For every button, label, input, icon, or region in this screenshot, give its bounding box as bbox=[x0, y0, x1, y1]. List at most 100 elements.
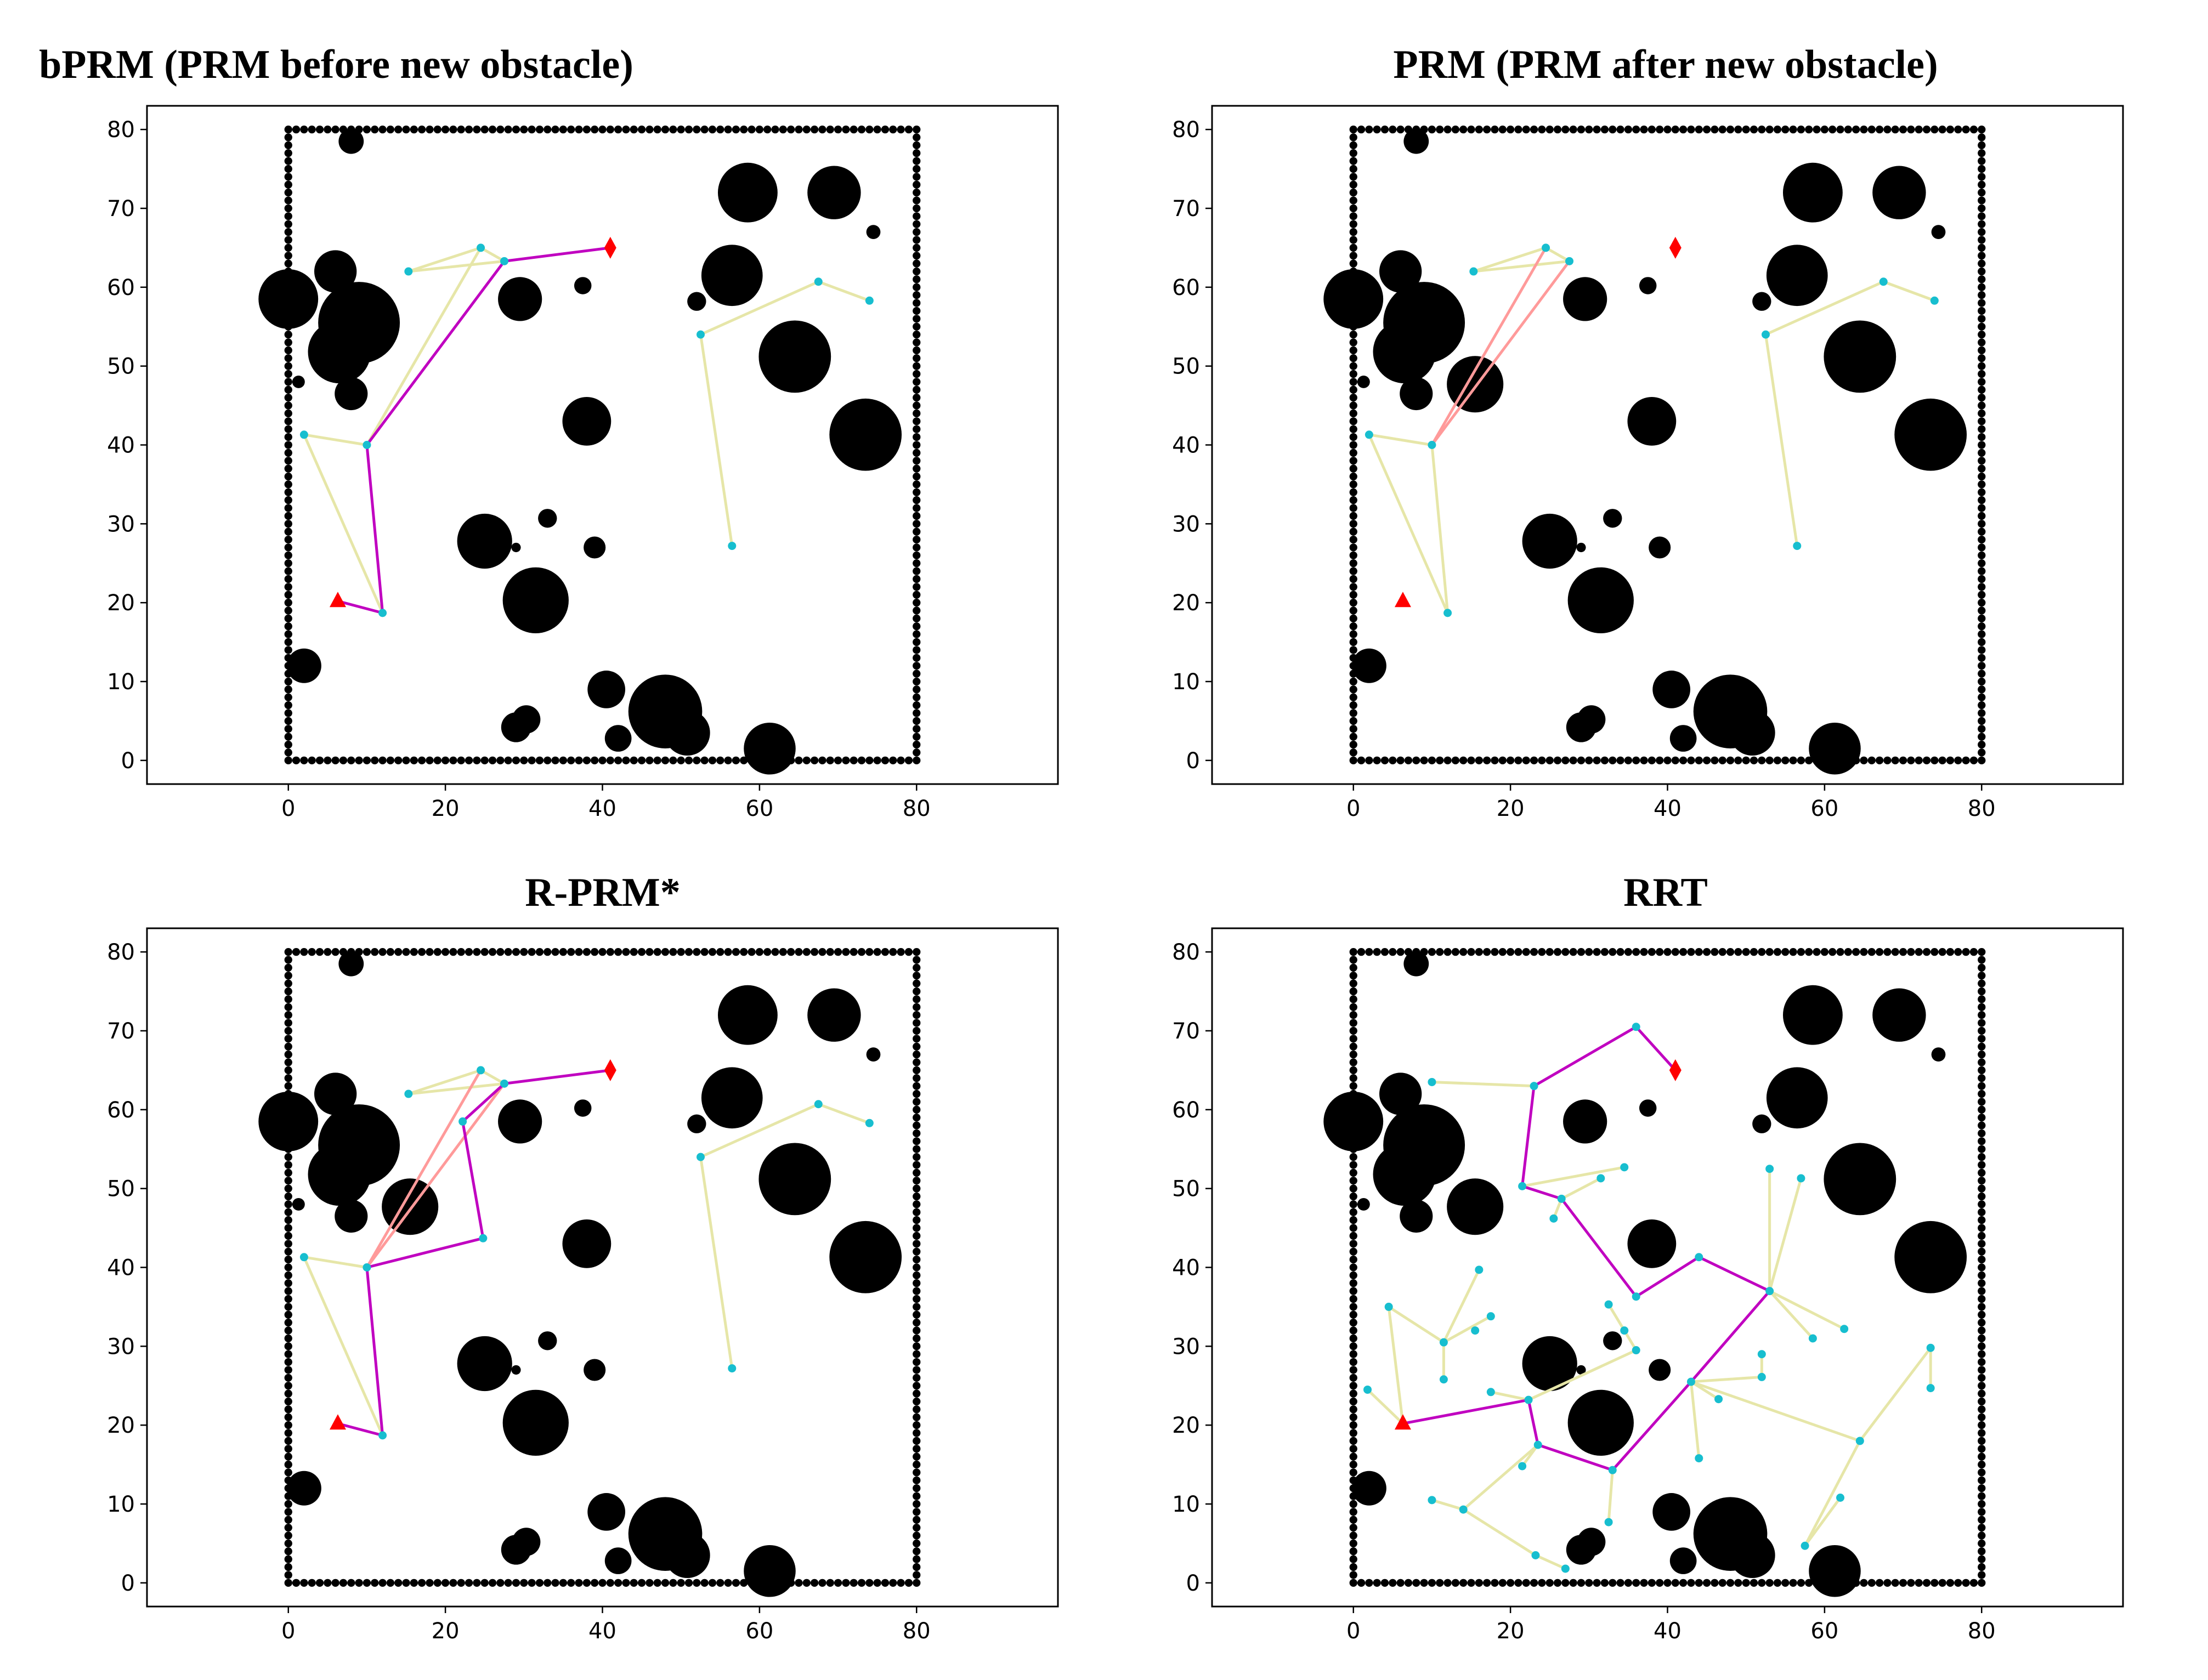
boundary-point bbox=[1443, 1579, 1452, 1587]
obstacle bbox=[1357, 1197, 1370, 1211]
boundary-point bbox=[598, 756, 607, 765]
obstacle bbox=[1567, 567, 1634, 633]
boundary-point bbox=[284, 1263, 292, 1272]
boundary-point bbox=[889, 1579, 897, 1587]
boundary-point bbox=[1436, 947, 1444, 956]
boundary-point bbox=[1349, 457, 1357, 465]
roadmap-edge bbox=[479, 246, 506, 263]
boundary-point bbox=[1805, 125, 1813, 134]
obstacle bbox=[338, 951, 364, 977]
roadmap-edge bbox=[699, 1155, 734, 1370]
boundary-point bbox=[433, 125, 441, 134]
boundary-point bbox=[606, 1579, 614, 1587]
boundary-point bbox=[284, 1421, 292, 1429]
boundary-point bbox=[1349, 425, 1357, 433]
boundary-point bbox=[1813, 125, 1821, 134]
boundary-point bbox=[520, 1579, 528, 1587]
boundary-point bbox=[543, 756, 552, 765]
boundary-point bbox=[504, 1579, 512, 1587]
obstacle bbox=[1729, 1532, 1775, 1579]
boundary-point bbox=[1349, 1263, 1357, 1272]
boundary-point bbox=[1844, 125, 1852, 134]
boundary-point bbox=[1978, 204, 1986, 213]
boundary-point bbox=[1538, 756, 1546, 765]
boundary-point bbox=[1978, 488, 1986, 496]
boundary-point bbox=[1671, 756, 1679, 765]
boundary-point bbox=[449, 125, 457, 134]
boundary-point bbox=[1349, 551, 1357, 560]
boundary-point bbox=[473, 947, 481, 956]
boundary-point bbox=[1978, 1287, 1986, 1295]
y-tick-label: 60 bbox=[107, 275, 135, 300]
boundary-point bbox=[1349, 228, 1357, 236]
boundary-point bbox=[1978, 346, 1986, 355]
boundary-point bbox=[1561, 1579, 1570, 1587]
boundary-point bbox=[1978, 409, 1986, 418]
boundary-point bbox=[913, 212, 921, 220]
boundary-point bbox=[284, 1208, 292, 1216]
boundary-point bbox=[913, 346, 921, 355]
boundary-point bbox=[1349, 1295, 1357, 1303]
boundary-point bbox=[1711, 125, 1719, 134]
boundary-point bbox=[1969, 125, 1978, 134]
roadmap-edge bbox=[1560, 1177, 1603, 1200]
boundary-point bbox=[1522, 756, 1530, 765]
boundary-point bbox=[850, 1579, 858, 1587]
roadmap-node bbox=[1557, 1194, 1566, 1203]
boundary-point bbox=[913, 433, 921, 441]
boundary-point bbox=[1349, 1445, 1357, 1453]
boundary-point bbox=[598, 125, 607, 134]
boundary-point bbox=[567, 947, 575, 956]
boundary-point bbox=[591, 1579, 599, 1587]
obstacle bbox=[807, 988, 861, 1042]
boundary-point bbox=[802, 125, 811, 134]
boundary-point bbox=[1349, 717, 1357, 725]
boundary-point bbox=[1978, 1445, 1986, 1453]
boundary-point bbox=[826, 1579, 834, 1587]
boundary-point bbox=[347, 1579, 355, 1587]
x-tick-label: 40 bbox=[1654, 1619, 1682, 1644]
boundary-point bbox=[284, 228, 292, 236]
boundary-point bbox=[1978, 1184, 1986, 1193]
boundary-point bbox=[802, 756, 811, 765]
roadmap-node bbox=[1926, 1384, 1935, 1393]
boundary-point bbox=[1781, 125, 1790, 134]
boundary-point bbox=[913, 512, 921, 520]
boundary-point bbox=[913, 480, 921, 489]
boundary-point bbox=[284, 1445, 292, 1453]
boundary-point bbox=[1978, 1255, 1986, 1264]
boundary-point bbox=[512, 756, 520, 765]
boundary-point bbox=[732, 756, 740, 765]
roadmap-node bbox=[1761, 330, 1770, 339]
boundary-point bbox=[904, 125, 913, 134]
boundary-point bbox=[897, 756, 905, 765]
boundary-point bbox=[1891, 1579, 1899, 1587]
boundary-point bbox=[1978, 1555, 1986, 1563]
boundary-point bbox=[1860, 125, 1868, 134]
boundary-point bbox=[284, 1255, 292, 1264]
boundary-point bbox=[913, 283, 921, 291]
obstacle bbox=[562, 1219, 612, 1268]
boundary-point bbox=[426, 947, 434, 956]
boundary-point bbox=[1436, 1579, 1444, 1587]
boundary-point bbox=[1978, 638, 1986, 646]
obstacle bbox=[701, 245, 763, 307]
boundary-point bbox=[1742, 947, 1750, 956]
boundary-point bbox=[1978, 1114, 1986, 1122]
boundary-point bbox=[284, 1026, 292, 1035]
boundary-point bbox=[1758, 756, 1766, 765]
boundary-point bbox=[913, 756, 921, 765]
boundary-point bbox=[850, 125, 858, 134]
obstacle bbox=[1782, 162, 1843, 223]
boundary-point bbox=[1978, 1358, 1986, 1366]
y-tick-label: 0 bbox=[1186, 748, 1200, 774]
obstacle bbox=[512, 1528, 541, 1556]
boundary-point bbox=[324, 947, 332, 956]
boundary-point bbox=[1577, 756, 1586, 765]
boundary-point bbox=[284, 606, 292, 615]
boundary-point bbox=[1978, 1168, 1986, 1177]
boundary-point bbox=[575, 756, 583, 765]
boundary-point bbox=[559, 756, 568, 765]
boundary-point bbox=[913, 1326, 921, 1335]
